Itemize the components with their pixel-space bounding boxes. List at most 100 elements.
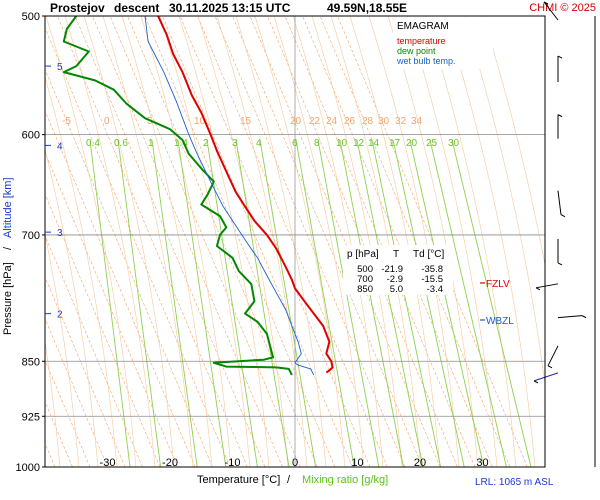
mixing-ratio-label: 30 xyxy=(448,138,460,149)
dry-adiabat-line xyxy=(57,16,248,467)
dry-adiabat-label: 20 xyxy=(290,116,302,127)
dry-adiabat-line xyxy=(284,16,476,467)
dry-adiabat-label: 15 xyxy=(240,116,252,127)
y-axis-altitude-title: Altitude [km] xyxy=(2,177,14,238)
mixing-ratio-label: 0.6 xyxy=(114,138,128,149)
lrl-label: LRL: 1065 m ASL xyxy=(475,477,554,488)
moist-adiabat-line xyxy=(292,16,384,467)
wind-barb xyxy=(543,1,559,21)
dry-adiabat-line xyxy=(92,16,283,467)
dry-adiabat-line xyxy=(162,16,353,467)
dry-adiabat-line xyxy=(109,16,301,467)
moist-adiabat-line xyxy=(387,16,479,467)
table-row-1-td: -15.5 xyxy=(421,274,443,285)
moist-adiabat-line xyxy=(330,16,422,467)
mixing-ratio-label: 6 xyxy=(292,138,298,149)
mixing-ratio-line xyxy=(356,139,424,467)
wind-barb-flag xyxy=(543,1,549,5)
moist-adiabat-line xyxy=(254,16,346,467)
mixing-ratio-label: 4 xyxy=(256,138,262,149)
mixing-ratio-label: 20 xyxy=(406,138,418,149)
temp-tick-label: 20 xyxy=(414,457,426,469)
wind-barb-flag xyxy=(560,214,566,218)
pressure-tick-label: 850 xyxy=(22,356,40,368)
dry-adiabat-line xyxy=(45,317,108,467)
moist-adiabat-line xyxy=(216,16,308,467)
moist-adiabat-line xyxy=(0,16,22,467)
dry-adiabat-line xyxy=(45,193,161,467)
dry-adiabat-label: 32 xyxy=(395,116,407,127)
wind-barb-flag xyxy=(533,380,539,384)
pressure-tick-label: 600 xyxy=(22,130,40,142)
moist-adiabat-line xyxy=(45,339,61,467)
table-row-0-t: -21.9 xyxy=(381,264,403,275)
moist-adiabat-line xyxy=(45,16,137,467)
mixing-ratio-label: 1.4 xyxy=(174,138,188,149)
moist-adiabat-line xyxy=(425,16,517,467)
dry-adiabat-line xyxy=(45,151,178,467)
dry-adiabat-line xyxy=(319,16,511,467)
temp-tick-label: 0 xyxy=(292,457,298,469)
legend-dew-point: dew point xyxy=(397,46,436,56)
x-axis-mixing-title: Mixing ratio [g/kg] xyxy=(302,474,388,486)
dry-adiabat-line xyxy=(0,16,20,467)
moist-adiabat-line xyxy=(349,16,441,467)
table-row-0-td: -35.8 xyxy=(421,264,443,275)
header-credit: CHMI © 2025 xyxy=(529,2,596,14)
plot-frame xyxy=(44,15,546,468)
dry-adiabat-line xyxy=(74,16,266,467)
y-axis-title: Pressure [hPa] xyxy=(2,262,14,335)
dry-adiabat-line xyxy=(179,16,371,467)
y-axis-title-group: Pressure [hPa] / Altitude [km] xyxy=(2,177,14,335)
wind-barb-flag xyxy=(557,55,563,59)
pressure-tick-label: 925 xyxy=(22,411,40,423)
temp-tick-label: -20 xyxy=(162,457,178,469)
mixing-ratio-line xyxy=(409,139,485,467)
mixing-ratio-label: 10 xyxy=(336,138,348,149)
dry-adiabat-label: 22 xyxy=(309,116,321,127)
dry-adiabat-label: 34 xyxy=(411,116,423,127)
temp-tick-label: 30 xyxy=(476,457,488,469)
dry-adiabat-label: 26 xyxy=(344,116,356,127)
legend-title: EMAGRAM xyxy=(397,21,449,32)
mixing-ratio-line xyxy=(117,139,162,467)
altitude-label: 4 xyxy=(57,141,63,152)
dry-adiabat-label: -5 xyxy=(62,116,71,127)
series-line xyxy=(144,16,315,376)
moist-adiabat-line xyxy=(45,148,99,467)
wbzl-label: WBZL xyxy=(486,316,514,327)
wind-barbs-layer xyxy=(533,1,587,384)
header-location: 49.59N,18.55E xyxy=(327,1,407,15)
dry-adiabat-label: 0 xyxy=(104,116,110,127)
pressure-tick-label: 1000 xyxy=(16,462,40,474)
mixing-ratio-line xyxy=(151,139,198,467)
mixing-ratio-label: 14 xyxy=(368,138,380,149)
dry-adiabat-line xyxy=(214,16,406,467)
moist-adiabat-line xyxy=(140,16,232,467)
series-line xyxy=(62,16,293,376)
dry-adiabat-line xyxy=(45,110,196,467)
header-station: Prostejov xyxy=(50,1,105,15)
moist-adiabat-line xyxy=(178,16,270,467)
mixing-ratio-line xyxy=(429,139,507,467)
moist-adiabat-line xyxy=(102,16,194,467)
moist-adiabat-line xyxy=(83,16,175,467)
moist-adiabat-line xyxy=(235,16,327,467)
mixing-ratio-line xyxy=(177,139,227,467)
moist-adiabat-line xyxy=(368,16,460,467)
moist-adiabat-line xyxy=(482,16,545,267)
dry-adiabat-line xyxy=(0,16,3,467)
dry-adiabat-line xyxy=(45,234,143,467)
dry-adiabat-line xyxy=(337,16,528,467)
table-row-1-p: 700 xyxy=(357,274,373,285)
dry-adiabat-line xyxy=(232,16,423,467)
legend-wet-bulb: wet bulb temp. xyxy=(396,56,456,66)
dry-adiabat-line xyxy=(144,16,336,467)
mixing-ratio-label: 17 xyxy=(389,138,401,149)
dry-adiabat-line xyxy=(127,16,318,467)
dry-adiabat-line xyxy=(45,276,126,467)
dry-adiabat-line xyxy=(45,27,231,467)
legend-box xyxy=(393,17,493,69)
header-datetime: 30.11.2025 13:15 UTC xyxy=(169,1,291,15)
